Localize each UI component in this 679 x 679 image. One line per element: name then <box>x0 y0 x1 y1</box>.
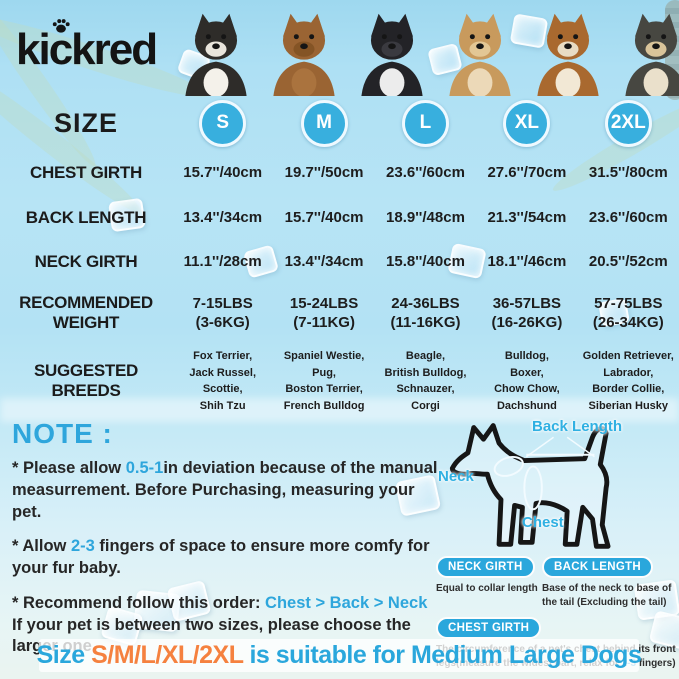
neck-girth-badge: NECK GIRTH <box>436 556 535 578</box>
paw-print-icon <box>52 19 70 33</box>
beach-horizon-decoration <box>0 398 679 422</box>
back-length-badge: BACK LENGTH <box>542 556 653 578</box>
table-cell: 23.6''/60cm <box>588 209 668 227</box>
dog-photo-pit-bull <box>348 8 436 96</box>
table-cell: 18.1''/46cm <box>487 253 567 271</box>
chest-girth-badge: CHEST GIRTH <box>436 617 542 639</box>
note-text: in deviation because of the manual measu… <box>12 459 438 521</box>
dog-photo-sheltie-mix <box>436 8 524 96</box>
table-cell: 31.5''/80cm <box>588 164 668 182</box>
table-cell: 13.4''/34cm <box>183 209 263 227</box>
note-section: NOTE : * Please allow 0.5-1in deviation … <box>12 418 440 671</box>
size-badge-l: L <box>401 99 449 147</box>
table-cell: Beagle, British Bulldog, Schnauzer, Corg… <box>384 350 467 412</box>
dog-photo-shetland-sheepdog <box>524 8 612 96</box>
note-text: * Allow <box>12 537 71 556</box>
diagram-label-chest: Chest <box>522 514 564 531</box>
note-text: * Recommend follow this order: <box>12 593 266 612</box>
note-highlight: 2-3 <box>70 537 95 556</box>
footer-sizes-highlight: S/M/L/XL/2XL <box>91 641 244 669</box>
table-cell: 15.7''/40cm <box>183 164 263 182</box>
table-cell: Golden Retriever, Labrador, Border Colli… <box>582 350 674 412</box>
row-label-chest-girth: CHEST GIRTH <box>30 162 142 182</box>
note-heading: NOTE : <box>12 418 113 449</box>
size-badge-2xl: 2XL <box>604 99 652 147</box>
note-item-fingers: * Allow 2-3 fingers of space to ensure m… <box>12 536 440 580</box>
size-badge-s: S <box>199 99 247 147</box>
size-table: SIZE S M L XL 2XL CHEST GIRTH 15.7''/40c… <box>0 96 679 420</box>
definition-back-length: BACK LENGTH Base of the neck to base of … <box>542 556 679 610</box>
note-text: * Please allow <box>12 459 126 477</box>
table-cell: 19.7''/50cm <box>284 164 364 182</box>
row-label-back-length: BACK LENGTH <box>25 207 147 227</box>
footer-text-pre: Size <box>36 641 92 669</box>
table-cell: 13.4''/34cm <box>284 253 364 271</box>
table-cell: 57-75LBS (26-34KG) <box>592 294 664 332</box>
table-cell: 36-57LBS (16-26KG) <box>491 294 563 332</box>
dog-photo-border-collie-puppy <box>172 8 260 96</box>
table-cell: 7-15LBS (3-6KG) <box>192 294 253 332</box>
table-cell: Fox Terrier, Jack Russel, Scottie, Shih … <box>189 350 257 412</box>
note-item-deviation: * Please allow 0.5-1in deviation because… <box>12 458 440 523</box>
table-cell: 23.6''/60cm <box>386 164 465 182</box>
definition-text: fingers) <box>636 658 676 669</box>
dog-outline-illustration <box>449 423 611 549</box>
size-badge-xl: XL <box>503 99 551 147</box>
dog-photos-row <box>172 2 679 96</box>
note-highlight: 0.5-1 <box>125 459 164 477</box>
note-item-order: * Recommend follow this order: Chest > B… <box>12 593 440 658</box>
definition-neck-girth: NECK GIRTH Equal to collar length <box>436 556 538 610</box>
row-label-neck-girth: NECK GIRTH <box>34 251 138 271</box>
brand-logo: kickred <box>16 25 158 74</box>
size-badge-m: M <box>300 99 348 147</box>
table-cell: Spaniel Westie, Pug, Boston Terrier, Fre… <box>283 350 365 412</box>
row-label-suggested-breeds: SUGGESTED BREEDS <box>33 360 139 400</box>
table-cell: 15.7''/40cm <box>284 209 364 227</box>
table-cell: 15-24LBS (7-11KG) <box>289 294 359 332</box>
table-cell: 21.3''/54cm <box>487 209 567 227</box>
table-cell: 18.9''/48cm <box>386 209 465 227</box>
dog-photo-australian-shepherd <box>612 8 679 96</box>
table-cell: 11.1''/28cm <box>183 253 262 271</box>
footer-text-post: is suitable for Medium Large Dogs <box>243 641 642 669</box>
neck-girth-description: Equal to collar length <box>436 583 538 594</box>
note-text: fingers of space to ensure more comfy fo… <box>12 537 430 578</box>
diagram-label-back-length: Back Length <box>532 418 623 435</box>
back-length-description: Base of the neck to base of the tail (Ex… <box>542 583 672 608</box>
size-header-label: SIZE <box>53 107 118 138</box>
row-label-recommended-weight: RECOMMENDED WEIGHT <box>19 292 153 332</box>
dog-measurement-diagram: Back Length Neck Chest <box>432 410 679 556</box>
dog-photo-staffordshire-terrier <box>260 8 348 96</box>
table-cell: 24-36LBS (11-16KG) <box>390 294 461 332</box>
diagram-label-neck: Neck <box>438 468 474 485</box>
footer-banner: Size S/M/L/XL/2XL is suitable for Medium… <box>37 639 642 672</box>
table-cell: 20.5''/52cm <box>588 253 668 271</box>
table-cell: 15.8''/40cm <box>386 253 465 271</box>
table-cell: Bulldog, Boxer, Chow Chow, Dachshund <box>494 350 560 412</box>
footer-text: Size S/M/L/XL/2XL is suitable for Medium… <box>37 641 642 670</box>
note-highlight: Chest > Back > Neck <box>265 593 428 612</box>
table-cell: 27.6''/70cm <box>487 164 567 182</box>
